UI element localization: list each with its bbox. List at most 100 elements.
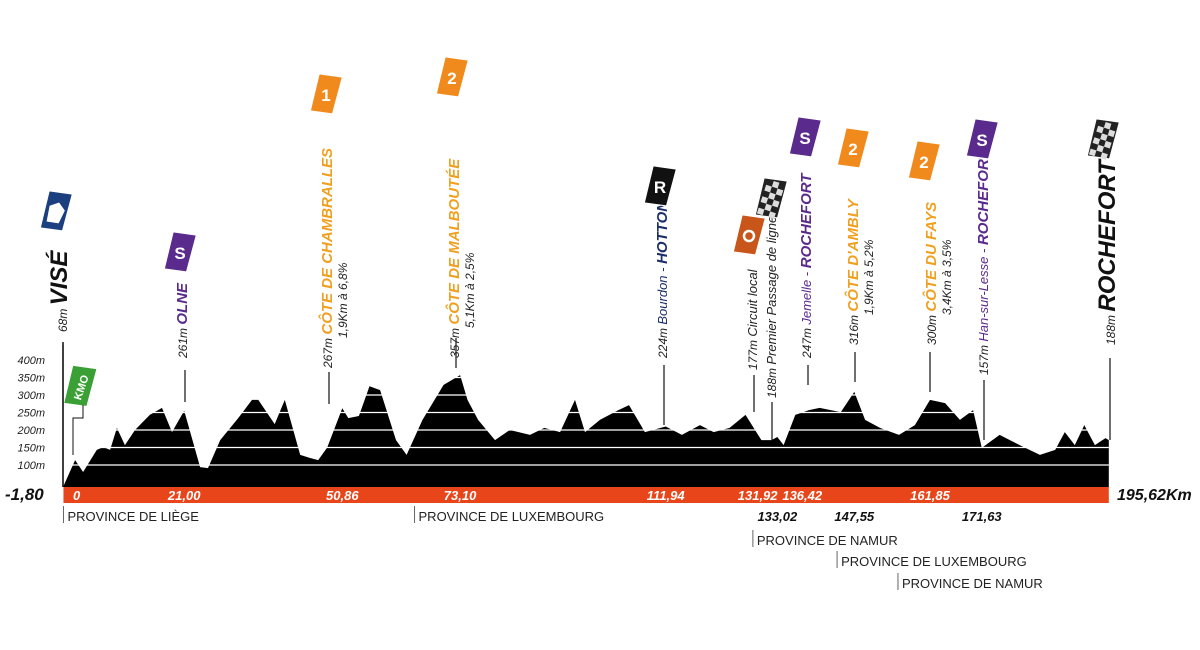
climb-details: 1,9Km à 6,8% — [336, 262, 350, 338]
checker-square — [1107, 129, 1116, 138]
point-altitude: 188m — [765, 368, 779, 398]
checker-square — [1100, 133, 1108, 141]
point-altitude: 267m — [321, 338, 335, 369]
y-tick-label: 200m — [16, 425, 45, 437]
km-marker-below-label: 133,02 — [757, 509, 798, 524]
km-marker-label: 21,00 — [167, 488, 201, 503]
circuit-flag-icon — [732, 214, 766, 256]
point-label: 357m CÔTE DE MALBOUTÉE — [445, 158, 463, 358]
flag-shape — [435, 56, 469, 98]
kmo-leader-line — [72, 405, 84, 455]
km-marker-label: 161,85 — [910, 488, 951, 503]
province-label: PROVINCE DE NAMUR — [757, 533, 898, 548]
flag-shape — [907, 140, 941, 182]
flag-letter: S — [799, 129, 810, 148]
point-place: Han-sur-Lesse - — [976, 245, 991, 342]
flag-letter: S — [174, 244, 185, 263]
km-marker-label: 136,42 — [782, 488, 823, 503]
checker-square — [764, 184, 772, 193]
finish-flag-icon — [1086, 118, 1120, 160]
flag-shape — [788, 116, 822, 158]
checker-square — [1092, 137, 1101, 145]
flag-shape — [163, 231, 197, 273]
point-place: Bourdon - — [655, 264, 670, 325]
km-marker-label: 111,94 — [647, 488, 686, 503]
point-name: CÔTE DU FAYS — [922, 202, 940, 312]
point-name: CÔTE DE CHAMBRALLES — [318, 148, 336, 335]
checker-square — [1088, 148, 1097, 157]
house-shape — [46, 202, 65, 224]
flag-letter: 2 — [848, 140, 857, 159]
km-marker-label: 73,10 — [444, 488, 477, 503]
y-tick-label: 400m — [17, 355, 45, 367]
point-label: 188m ROCHEFORT — [1094, 158, 1121, 345]
checker-square — [764, 203, 772, 212]
point-label: 68m VISÉ — [45, 250, 73, 332]
checker-square — [771, 199, 780, 208]
checker-square — [1096, 144, 1104, 153]
flag-shape — [732, 214, 766, 256]
distance-bar — [63, 487, 1109, 503]
finish-flag-icon — [754, 177, 788, 219]
checker-square — [760, 196, 769, 204]
flag-shape — [836, 127, 870, 169]
checker-square — [756, 207, 765, 216]
flag-shape — [965, 118, 999, 160]
point-label: 247m Jemelle - ROCHEFORT — [798, 172, 815, 359]
point-altitude: 157m — [977, 345, 991, 375]
checker-square — [768, 211, 776, 219]
km-marker-label: 0 — [73, 488, 81, 503]
point-name: CÔTE DE MALBOUTÉE — [445, 158, 463, 325]
y-tick-label: 150m — [17, 443, 45, 455]
point-name: OLNE — [174, 282, 191, 325]
km-marker-label: 50,86 — [326, 488, 359, 503]
point-label: 188m Premier Passage de ligne — [764, 216, 779, 398]
point-label: 224m Bourdon - HOTTON — [654, 200, 671, 359]
elevation-profile-area — [63, 375, 1109, 487]
y-tick-label: 300m — [17, 390, 45, 402]
province-label: PROVINCE DE LUXEMBOURG — [841, 554, 1027, 569]
point-place: Premier Passage de ligne — [764, 216, 779, 365]
ravito-flag-icon: R — [643, 165, 677, 207]
kmo-flag-icon: KMO — [64, 365, 97, 406]
flag-shape — [309, 73, 343, 115]
flag-shape — [64, 365, 97, 406]
checker-square — [1103, 121, 1112, 130]
point-altitude: 300m — [925, 315, 939, 345]
point-place: Jemelle - — [799, 268, 814, 325]
end-km-label: 195,62Km — [1117, 487, 1192, 504]
checker-square — [771, 180, 780, 189]
point-label: 300m CÔTE DU FAYS — [922, 202, 940, 345]
point-label: 261m OLNE — [174, 282, 191, 359]
point-altitude: 224m — [656, 328, 670, 359]
province-label: PROVINCE DE LUXEMBOURG — [419, 509, 605, 524]
province-label: PROVINCE DE LIÈGE — [67, 509, 199, 524]
sprint-flag-icon: S — [163, 231, 197, 273]
start-km-label: -1,80 — [5, 485, 44, 504]
y-tick-label: 100m — [17, 460, 45, 472]
point-name: ROCHEFORT — [1094, 158, 1121, 312]
province-label: PROVINCE DE NAMUR — [902, 576, 1043, 591]
point-altitude: 68m — [56, 309, 70, 332]
y-tick-label: 350m — [17, 373, 45, 385]
gpm-flag-icon: 1 — [309, 73, 343, 115]
point-name: CÔTE D'AMBLY — [844, 197, 862, 311]
point-label: 267m CÔTE DE CHAMBRALLES — [318, 148, 336, 369]
climb-details: 3,4Km à 3,5% — [940, 239, 954, 315]
point-altitude: 261m — [176, 328, 190, 359]
point-name: ROCHEFORT — [798, 172, 815, 269]
km-marker-label: 131,92 — [738, 488, 779, 503]
checker-square — [1103, 140, 1112, 149]
checker-square — [1100, 152, 1108, 160]
y-tick-label: 250m — [16, 408, 45, 420]
sprint-flag-icon: S — [965, 118, 999, 160]
point-altitude: 357m — [448, 328, 462, 358]
checker-square — [768, 192, 776, 200]
checker-square — [775, 188, 784, 197]
checker-square — [1096, 125, 1104, 134]
circuit-ring — [742, 229, 756, 243]
flag-shape — [643, 165, 677, 207]
sprint-flag-icon: S — [788, 116, 822, 158]
point-label: 316m CÔTE D'AMBLY — [844, 197, 862, 345]
